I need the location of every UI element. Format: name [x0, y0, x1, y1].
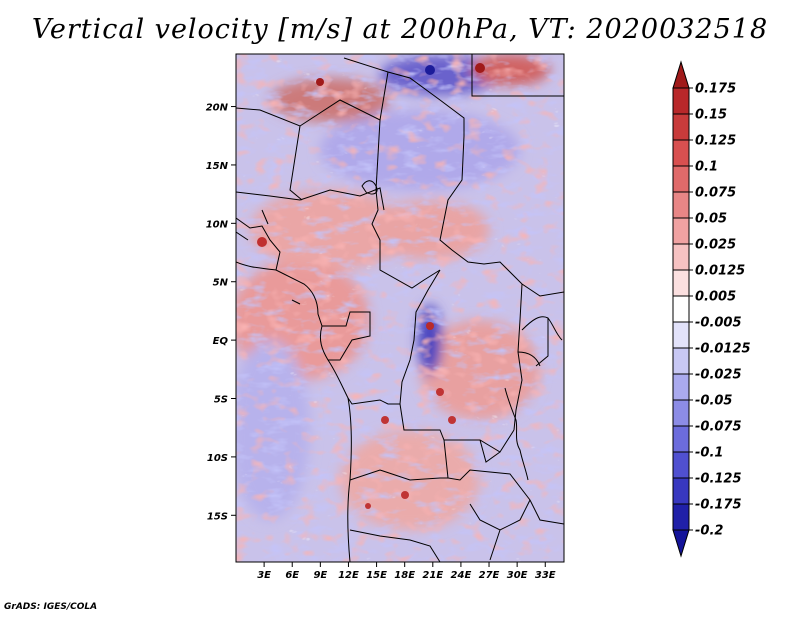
lat-tick-label: 10S	[207, 453, 228, 464]
lon-tick-label: 33E	[535, 570, 556, 581]
colorbar-lower-triangle	[672, 529, 690, 558]
colorbar-label: -0.175	[695, 498, 742, 513]
colorbar-label: 0.125	[695, 134, 736, 149]
chart-title: Vertical velocity [m/s] at 200hPa, VT: 2…	[31, 14, 769, 45]
map-frame	[235, 53, 565, 563]
colorbar-label: 0.025	[695, 238, 736, 253]
lat-tick-label: 20N	[206, 103, 229, 114]
intense-spots	[257, 63, 485, 509]
colorbar-box	[672, 347, 690, 375]
lon-tick-label: 24E	[451, 570, 472, 581]
lon-tick-label: 12E	[338, 570, 359, 581]
lon-tick-label: 30E	[507, 570, 528, 581]
lat-tick-label: 15N	[206, 161, 229, 172]
colorbar-box	[672, 425, 690, 453]
colorbar-box	[672, 269, 690, 297]
colorbar: 0.175 0.15 0.125 0.1 0.075 0.05 0.025 0.0125 0.0…	[672, 60, 751, 558]
colorbar-box	[672, 321, 690, 349]
colorbar-label: -0.2	[695, 524, 723, 539]
lon-tick-label: 6E	[285, 570, 299, 581]
colorbar-label: 0.15	[695, 108, 727, 123]
colorbar-label: -0.025	[695, 368, 742, 383]
lon-tick-label: 18E	[394, 570, 415, 581]
colorbar-box	[672, 217, 690, 245]
colorbar-label: 0.005	[695, 290, 736, 305]
colorbar-box	[672, 477, 690, 505]
colorbar-label: -0.005	[695, 316, 742, 331]
colorbar-box	[672, 139, 690, 167]
lat-tick-label: 5S	[214, 395, 228, 406]
lon-tick-label: 9E	[313, 570, 327, 581]
longitude-axis: 3E 6E 9E 12E 15E 18E 21E 24E 27E 30E 33E	[257, 562, 556, 581]
colorbar-label: 0.075	[695, 186, 736, 201]
colorbar-box	[672, 295, 690, 323]
grads-credit: GrADS: IGES/COLA	[4, 602, 98, 612]
colorbar-label: 0.05	[695, 212, 727, 227]
colorbar-label: -0.075	[695, 420, 742, 435]
country-borders	[236, 54, 564, 562]
colorbar-box	[672, 503, 690, 531]
lat-tick-label: 15S	[207, 511, 228, 522]
lon-tick-label: 27E	[479, 570, 500, 581]
colorbar-label: -0.1	[695, 446, 723, 461]
colorbar-label: -0.125	[695, 472, 742, 487]
colorbar-label: 0.175	[695, 82, 736, 97]
colorbar-box	[672, 243, 690, 271]
colorbar-label: -0.05	[695, 394, 732, 409]
colorbar-box	[672, 373, 690, 401]
lon-tick-label: 15E	[366, 570, 387, 581]
colorbar-box	[672, 165, 690, 193]
lon-tick-label: 3E	[257, 570, 271, 581]
colorbar-box	[672, 87, 690, 115]
latitude-axis: 20N 15N 10N 5N EQ 5S 10S 15S	[206, 103, 236, 522]
colorbar-upper-triangle	[672, 60, 690, 89]
colorbar-label: -0.0125	[695, 342, 751, 357]
lat-tick-label: 5N	[213, 278, 229, 289]
lon-tick-label: 21E	[422, 570, 443, 581]
colorbar-label: 0.1	[695, 160, 718, 175]
colorbar-box	[672, 451, 690, 479]
colorbar-box	[672, 113, 690, 141]
lat-tick-label: 10N	[206, 219, 229, 230]
velocity-field	[236, 54, 564, 562]
colorbar-label: 0.0125	[695, 264, 745, 279]
colorbar-box	[672, 191, 690, 219]
colorbar-box	[672, 399, 690, 427]
lat-tick-label: EQ	[213, 336, 229, 347]
